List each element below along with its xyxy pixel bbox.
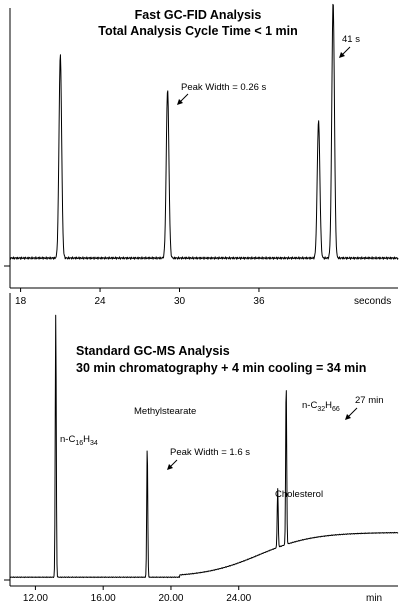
annotation-peak-width-fast: Peak Width = 0.26 s [181,82,267,93]
top-x-axis-label: seconds [354,296,391,307]
bottom-title: Standard GC-MS Analysis [76,344,230,358]
standard-gc-ms-trace [9,314,399,579]
x-tick-label: 24.00 [226,593,251,603]
annotation-nc32h66: n-C32H66 [302,400,340,413]
x-tick-label: 12.00 [23,593,48,603]
x-tick-label: 36 [253,296,265,307]
fast-gc-fid-trace [9,3,399,260]
x-tick-label: 18 [15,296,27,307]
top-subtitle: Total Analysis Cycle Time < 1 min [98,24,298,38]
arrowhead-41s [339,52,345,58]
annotation-27min: 27 min [355,395,384,406]
arrowhead-peak-width-fast [177,99,183,105]
x-tick-label: 30 [174,296,186,307]
annotation-cholesterol: Cholesterol [275,489,323,500]
annotation-nc16h34: n-C16H34 [60,434,98,447]
annotation-methylstearate: Methylstearate [134,406,196,417]
bottom-x-axis-label: min [366,593,382,603]
bottom-x-ticks: 12.00 16.00 20.00 24.00 [23,586,252,603]
arrowhead-27min [345,414,351,420]
top-x-ticks: 18 24 30 36 [15,288,265,307]
x-tick-label: 24 [94,296,106,307]
x-tick-label: 16.00 [91,593,116,603]
arrowhead-peak-width-gcms [167,464,173,470]
annotation-41s: 41 s [342,34,360,45]
panel-standard-gc-ms: 12.00 16.00 20.00 24.00 Standard GC-MS Anal… [4,293,399,603]
top-title: Fast GC-FID Analysis [135,8,262,22]
x-tick-label: 20.00 [158,593,183,603]
bottom-subtitle: 30 min chromatography + 4 min cooling = … [76,361,366,375]
panel-fast-gc-fid: 18 24 30 36 Fast GC-FID Analysis Total Anal… [4,3,399,307]
annotation-peak-width-gcms: Peak Width = 1.6 s [170,447,250,458]
